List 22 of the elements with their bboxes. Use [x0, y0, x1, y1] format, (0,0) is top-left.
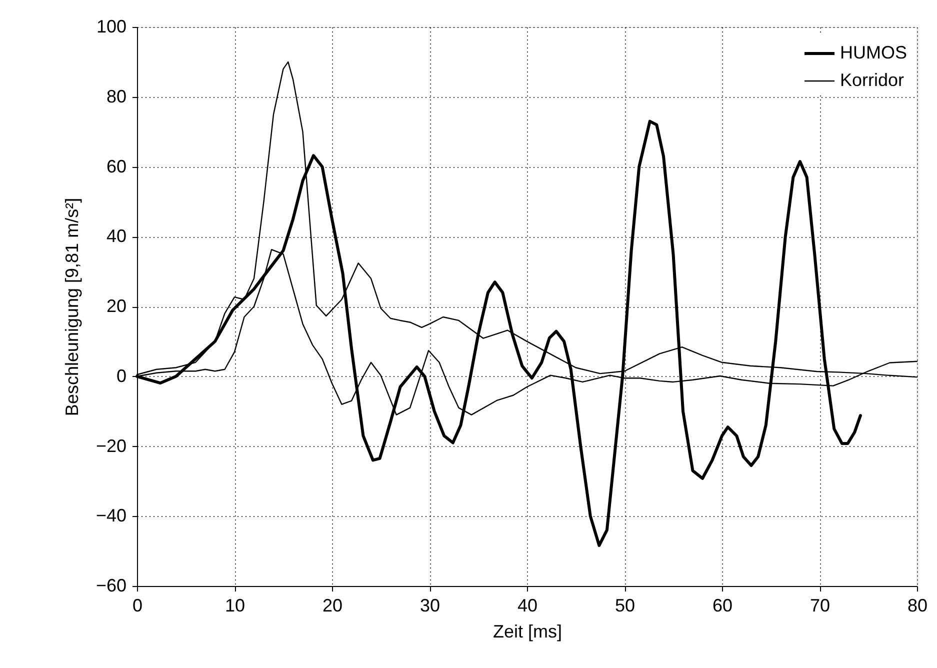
x-axis-title: Zeit [ms]	[492, 622, 562, 642]
y-tick-label: 20	[106, 296, 126, 316]
y-tick-label: 80	[106, 86, 126, 106]
y-tick-label: 40	[106, 226, 126, 246]
legend-label: Korridor	[840, 70, 904, 90]
x-tick-label: 40	[517, 596, 538, 616]
x-tick-label: 50	[614, 596, 636, 616]
y-tick-label: −60	[96, 576, 126, 596]
y-tick-label: −40	[96, 506, 126, 526]
y-tick-label: −20	[96, 436, 126, 456]
x-tick-label: 70	[810, 596, 830, 616]
x-tick-label: 30	[420, 596, 440, 616]
y-tick-label: 60	[106, 156, 126, 176]
y-tick-label: 0	[116, 366, 126, 386]
x-tick-label: 10	[224, 596, 246, 616]
y-axis-title: Beschleunigung [9,81 m/s²]	[62, 198, 82, 416]
y-tick-label: 100	[96, 16, 126, 36]
x-tick-label: 20	[322, 596, 343, 616]
x-tick-label: 80	[907, 596, 928, 616]
x-tick-label: 60	[712, 596, 733, 616]
x-tick-label: 0	[132, 596, 143, 616]
legend-label: HUMOS	[840, 42, 907, 62]
